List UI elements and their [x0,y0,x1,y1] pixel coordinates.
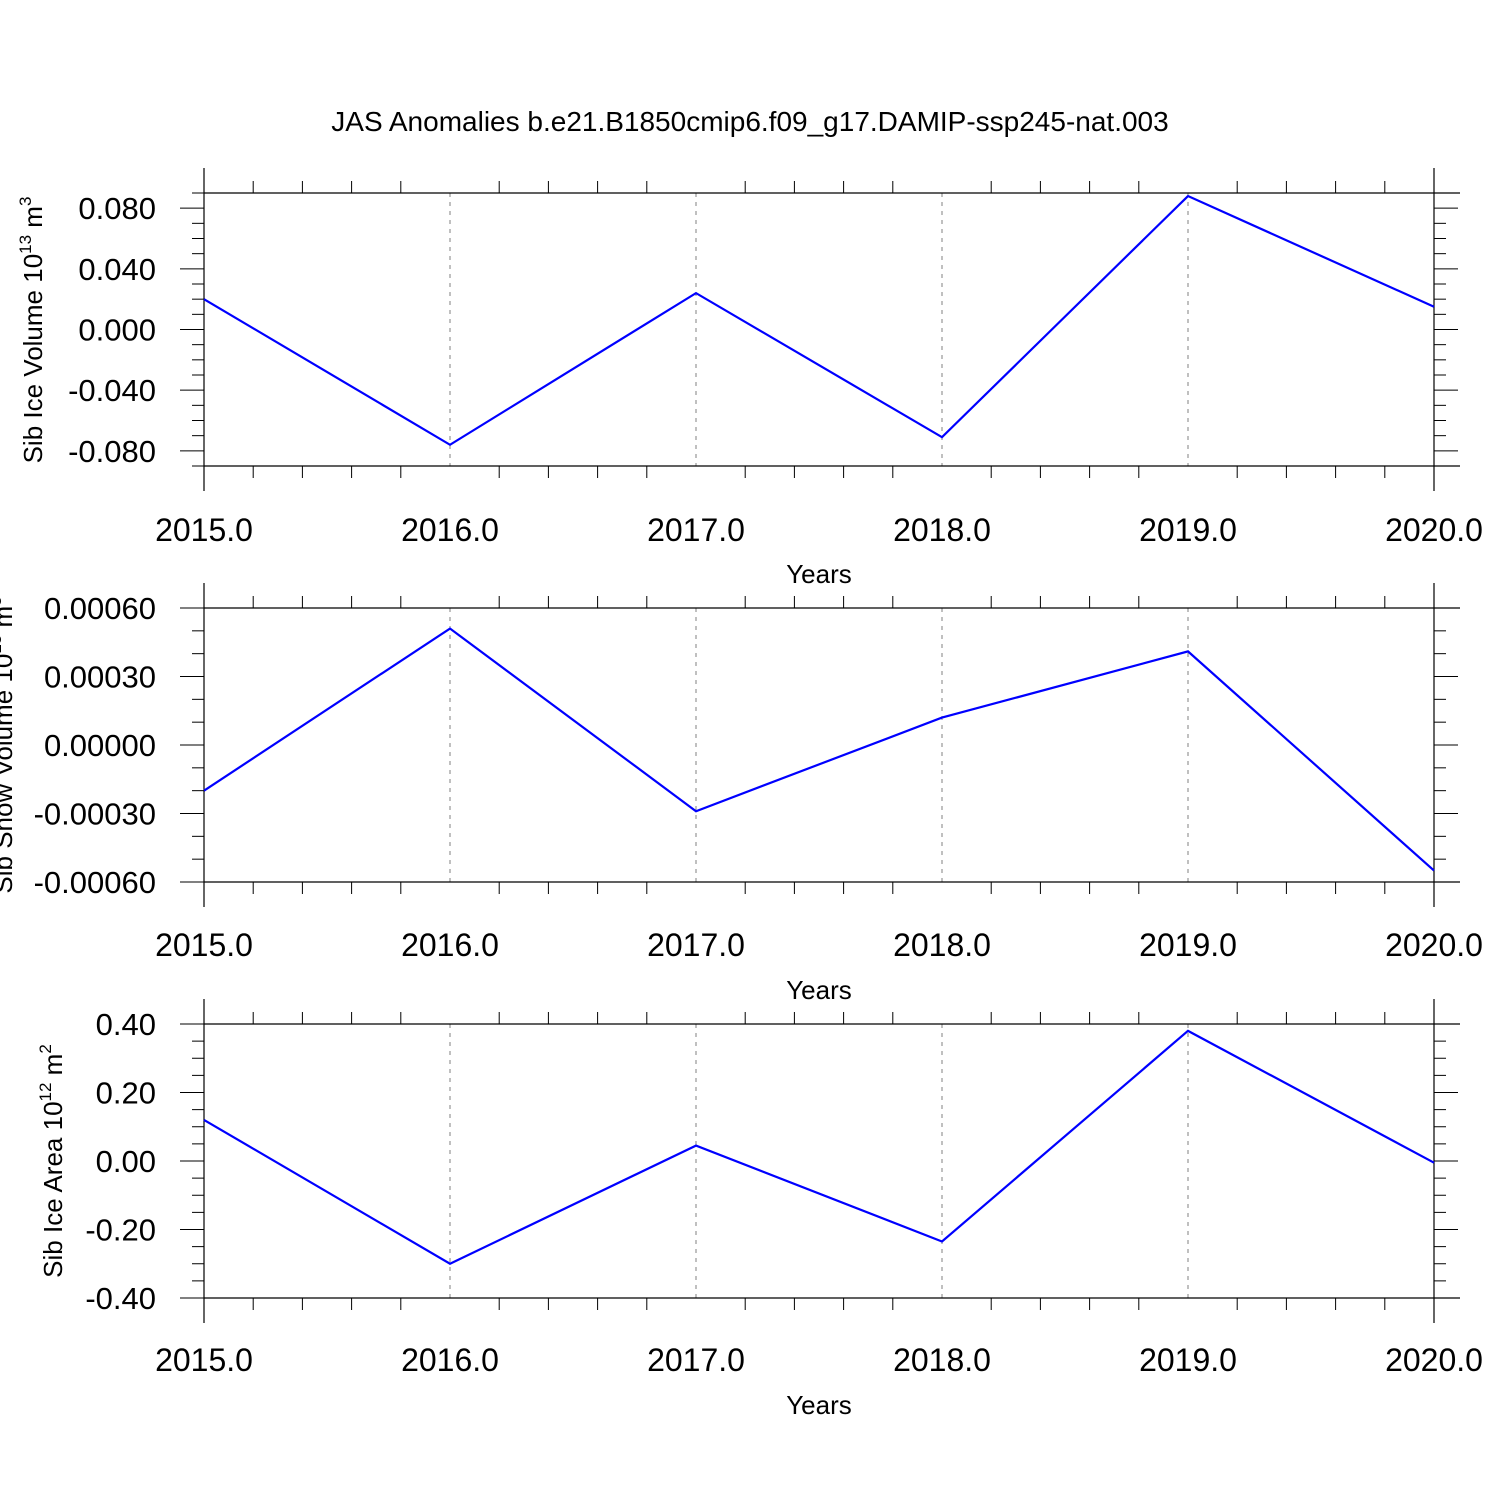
y-axis-label: Sib Snow Volume 1013 m3 [0,596,18,893]
x-tick-label: 2015.0 [155,512,253,548]
x-axis-label: Years [786,559,852,589]
x-tick-label: 2020.0 [1385,927,1483,963]
x-tick-label: 2017.0 [647,512,745,548]
panel-snow-volume: 2015.0 2016.0 2017.0 2018.0 2019.0 2020.0 -0.0… [0,583,1483,1005]
series-line [203,194,1435,447]
x-axis-label: Years [786,975,852,1005]
x-tick-label: 2017.0 [647,1342,745,1378]
y-axis-label-exponent: 12 [36,1083,55,1102]
x-tick-label: 2016.0 [401,512,499,548]
y-axis-label-text: Sib Ice Area 10 [38,1101,68,1277]
panel-ice-area: 2015.0 2016.0 2017.0 2018.0 2019.0 2020.0 -0.4… [36,999,1483,1420]
y-tick-label: -0.040 [68,373,156,408]
x-tick-label: 2018.0 [893,1342,991,1378]
y-tick-label: 0.00030 [44,660,156,695]
x-tick-label: 2018.0 [893,512,991,548]
y-axis-label-unit-exponent: 2 [36,1044,55,1053]
y-axis-label-text: Sib Snow Volume 10 [0,654,18,894]
figure-title: JAS Anomalies b.e21.B1850cmip6.f09_g17.D… [331,106,1168,137]
y-axis-label-exponent: 13 [16,235,35,254]
y-tick-label: -0.20 [85,1213,156,1248]
x-tick-label: 2020.0 [1385,512,1483,548]
x-tick-label: 2015.0 [155,1342,253,1378]
y-tick-label: 0.080 [78,191,156,226]
x-axis-label: Years [786,1390,852,1420]
y-axis-label-unit: m [38,1054,68,1083]
y-tick-label: 0.040 [78,252,156,287]
y-axis-label-unit-exponent: 3 [0,596,5,605]
y-tick-label: 0.00000 [44,728,156,763]
x-tick-label: 2018.0 [893,927,991,963]
y-tick-label: 0.00 [96,1144,156,1179]
x-tick-label: 2019.0 [1139,512,1237,548]
y-axis-label-unit: m [0,606,18,635]
y-axis-label-exponent: 13 [0,635,5,654]
y-tick-label: -0.40 [85,1281,156,1316]
x-tick-label: 2015.0 [155,927,253,963]
y-axis-label-unit-exponent: 3 [16,197,35,206]
series-line [203,627,1435,872]
x-tick-label: 2020.0 [1385,1342,1483,1378]
y-axis-label: Sib Ice Volume 1013 m3 [16,197,48,464]
x-tick-label: 2016.0 [401,1342,499,1378]
y-tick-label: 0.00060 [44,591,156,626]
y-axis-label-unit: m [18,206,48,235]
x-tick-label: 2017.0 [647,927,745,963]
panel-ice-volume: 2015.0 2016.0 2017.0 2018.0 2019.0 2020.0 -0.0… [16,168,1483,589]
y-tick-label: -0.00060 [34,865,156,900]
x-tick-label: 2019.0 [1139,927,1237,963]
y-axis-label-text: Sib Ice Volume 10 [18,254,48,464]
y-tick-label: -0.080 [68,434,156,469]
x-tick-label: 2016.0 [401,927,499,963]
x-tick-label: 2019.0 [1139,1342,1237,1378]
y-tick-label: 0.000 [78,313,156,348]
y-tick-label: -0.00030 [34,797,156,832]
y-tick-label: 0.20 [96,1076,156,1111]
y-axis-label: Sib Ice Area 1012 m2 [36,1044,68,1278]
y-tick-label: 0.40 [96,1007,156,1042]
series-line [203,1029,1435,1265]
